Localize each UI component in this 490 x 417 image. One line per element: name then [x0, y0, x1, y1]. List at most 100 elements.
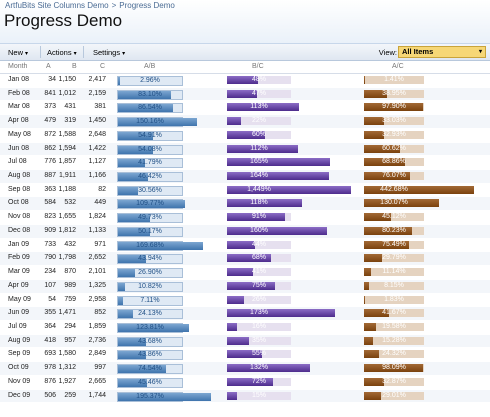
bc-bar-label: 48% [251, 76, 266, 83]
bc-bar-label: 165% [250, 158, 268, 166]
value-a-cell: 584 [44, 199, 56, 207]
table-row[interactable]: Feb 08 841 1,012 2,159 83.10% 47% 38.95% [0, 87, 490, 102]
value-c-cell: 381 [94, 103, 106, 111]
table-row[interactable]: Apr 09 107 989 1,325 10.82% 75% 8.15% [0, 279, 490, 294]
actions-menu-button[interactable]: Actions ▾ [47, 48, 77, 57]
value-a-cell: 876 [44, 377, 56, 385]
value-b-cell: 1,580 [58, 350, 76, 358]
value-b-cell: 1,927 [58, 377, 76, 385]
column-header-ac[interactable]: A/C [392, 63, 404, 70]
table-row[interactable]: Jul 09 364 294 1,859 123.81% 16% 19.58% [0, 321, 490, 335]
month-cell: Feb 09 [8, 254, 30, 262]
settings-menu-button[interactable]: Settings ▾ [93, 48, 125, 57]
table-row[interactable]: Nov 08 823 1,655 1,824 49.73% 91% 45.12% [0, 211, 490, 225]
bc-bar-track: 41% [227, 268, 291, 277]
value-a-cell: 363 [44, 185, 56, 193]
table-row[interactable]: Aug 09 418 957 2,736 43.68% 35% 15.28% [0, 334, 490, 349]
table-row[interactable]: Nov 09 876 1,927 2,665 45.46% 72% 32.87% [0, 376, 490, 390]
column-header-b[interactable]: B [72, 63, 77, 70]
ab-bar-label: 26.90% [138, 269, 162, 277]
ab-bar-track: 195.37% [117, 391, 211, 402]
value-a-cell: 841 [44, 89, 56, 97]
ab-bar-label: 45.46% [138, 378, 162, 386]
value-c-cell: 1,859 [88, 322, 106, 330]
ab-bar-track: 83.10% [117, 89, 183, 100]
ac-bar-fill [364, 322, 376, 331]
table-row[interactable]: Aug 08 887 1,911 1,166 46.42% 164% 76.07% [0, 170, 490, 184]
bc-bar-track: 112% [227, 144, 299, 153]
ac-bar-label: 80.23% [382, 226, 406, 234]
bc-bar-track: 16% [227, 322, 291, 331]
table-row[interactable]: Jan 08 34 1,150 2,417 2.96% 48% 1.41% [0, 74, 490, 88]
table-row[interactable]: Oct 08 584 532 449 109.77% 118% 130.07% [0, 197, 490, 212]
month-cell: Jan 09 [8, 240, 30, 248]
table-row[interactable]: Sep 09 693 1,580 2,849 43.86% 55% 24.32% [0, 348, 490, 363]
ab-bar-fill [118, 296, 123, 305]
value-b-cell: 431 [64, 103, 76, 111]
view-selector[interactable]: All Items ▾ [398, 46, 486, 58]
ac-bar-fill [364, 199, 440, 208]
table-row[interactable]: Mar 08 373 431 381 86.54% 113% 97.90% [0, 101, 490, 116]
value-b-cell: 1,911 [59, 172, 76, 180]
month-cell: Nov 08 [8, 213, 31, 221]
ac-bar-label: 29.01% [382, 391, 406, 399]
new-menu-button[interactable]: New ▾ [8, 48, 28, 57]
value-b-cell: 1,150 [58, 76, 76, 83]
bc-bar-label: 75% [251, 281, 266, 289]
column-header-month[interactable]: Month [8, 63, 28, 70]
bc-bar-track: 44% [227, 240, 291, 249]
table-row[interactable]: Dec 08 909 1,812 1,133 50.17% 160% 80.23% [0, 224, 490, 239]
ac-bar-label: 32.87% [382, 377, 406, 385]
ab-bar-fill [118, 159, 145, 168]
breadcrumb-site-link[interactable]: ArtfuBits Site Columns Demo [5, 1, 109, 10]
ac-bar-fill [364, 377, 384, 386]
bc-bar-fill [227, 268, 254, 277]
table-row[interactable]: Oct 09 978 1,312 997 74.54% 132% 98.09% [0, 362, 490, 376]
bc-bar-label: 15% [251, 391, 266, 399]
ac-bar-fill [364, 144, 401, 153]
ab-bar-label: 43.86% [138, 351, 162, 359]
ac-bar-track: 41.67% [364, 309, 424, 318]
table-row[interactable]: May 09 54 759 2,958 7.11% 26% 1.83% [0, 294, 490, 308]
table-row[interactable]: Mar 09 234 870 2,101 26.90% 41% 11.14% [0, 266, 490, 280]
ac-bar-track: 1.83% [364, 295, 424, 304]
ac-bar-fill [364, 281, 369, 290]
column-header-bc[interactable]: B/C [252, 63, 264, 70]
table-row[interactable]: Dec 09 506 259 1,744 195.37% 15% 29.01% [0, 389, 490, 404]
ab-bar-label: 195.37% [136, 392, 164, 400]
value-a-cell: 693 [44, 350, 56, 358]
table-row[interactable]: Jul 08 776 1,857 1,127 41.79% 165% 68.86% [0, 156, 490, 171]
table-row[interactable]: Feb 09 790 1,798 2,652 43.94% 68% 29.79% [0, 252, 490, 267]
table-row[interactable]: Apr 08 479 319 1,450 150.16% 22% 33.03% [0, 115, 490, 129]
value-b-cell: 759 [64, 295, 76, 303]
table-row[interactable]: Jun 09 355 1,471 852 24.13% 173% 41.67% [0, 307, 490, 321]
value-a-cell: 733 [44, 240, 56, 248]
title-bar: ArtfuBits Site Columns Demo > Progress Dem… [0, 0, 490, 44]
table-row[interactable]: May 08 872 1,588 2,648 54.91% 60% 32.93% [0, 129, 490, 143]
table-row[interactable]: Sep 08 363 1,188 82 30.56% 1,449% 442.68% [0, 184, 490, 198]
ab-bar-fill [118, 77, 120, 85]
bc-bar-track: 15% [227, 391, 291, 400]
value-c-cell: 1,127 [88, 158, 106, 166]
column-header-ab[interactable]: A/B [144, 63, 156, 70]
bc-bar-fill [227, 199, 302, 208]
value-b-cell: 989 [64, 281, 76, 289]
table-row[interactable]: Jan 09 733 432 971 169.68% 44% 75.49% [0, 239, 490, 253]
ac-bar-fill [364, 213, 392, 222]
month-cell: Sep 08 [8, 185, 31, 193]
table-row[interactable]: Jun 08 862 1,594 1,422 54.08% 112% 60.62% [0, 142, 490, 157]
ab-bar-label: 41.79% [138, 159, 162, 167]
value-c-cell: 1,422 [88, 144, 106, 152]
ac-bar-track: 442.68% [364, 185, 474, 194]
value-a-cell: 872 [44, 130, 56, 138]
ac-bar-track: 19.58% [364, 322, 424, 331]
ac-bar-label: 442.68% [380, 185, 408, 193]
column-header-a[interactable]: A [46, 63, 51, 70]
ab-bar-track: 41.79% [117, 158, 183, 169]
ab-bar-fill [118, 104, 174, 113]
value-a-cell: 887 [44, 172, 56, 180]
ac-bar-label: 8.15% [384, 281, 404, 289]
column-header-c[interactable]: C [100, 63, 106, 70]
value-a-cell: 506 [44, 391, 56, 399]
ac-bar-track: 33.03% [364, 117, 424, 126]
